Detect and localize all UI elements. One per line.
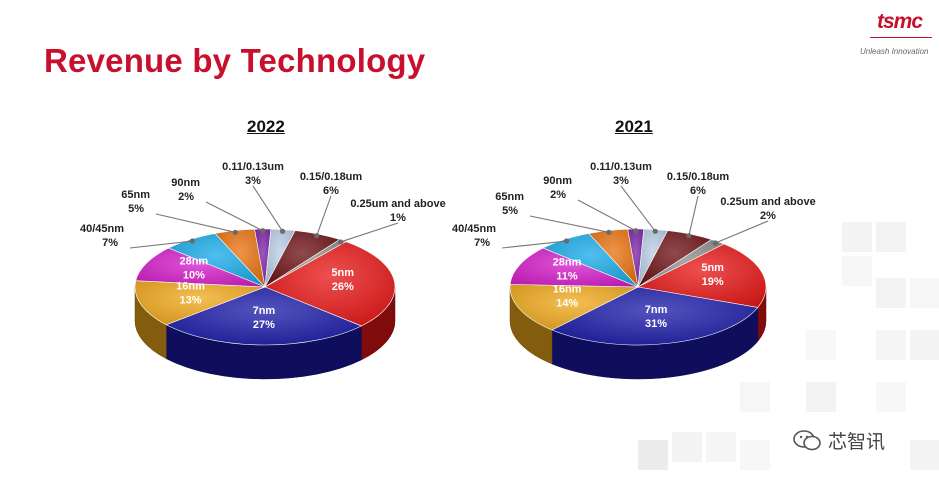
slice-value-0-25um-and-above: 2% <box>760 210 776 222</box>
slice-value-5nm: 26% <box>332 281 354 293</box>
slice-value-5nm: 19% <box>702 276 724 288</box>
slice-value-0-15-0-18um: 6% <box>690 185 706 197</box>
leader-line-65nm <box>155 213 236 233</box>
pie-slice-7nm <box>551 286 759 346</box>
slice-value-65nm: 5% <box>128 203 144 215</box>
slice-value-16nm: 14% <box>556 297 578 309</box>
slice-label-65nm: 65nm <box>495 191 524 203</box>
leader-dot-0-15-0-18um <box>686 233 692 239</box>
leader-line-0-11-0-13um <box>620 185 656 232</box>
leader-dot-0-11-0-13um <box>279 228 286 234</box>
slice-label-16nm: 16nm <box>176 280 205 292</box>
leader-dot-0-25um-and-above <box>337 239 344 245</box>
pie-side-walls <box>134 286 396 380</box>
slice-label-0-15-0-18um: 0.15/0.18um <box>667 171 730 183</box>
pie-slice-5nm <box>637 243 767 308</box>
logo-tagline: Unleash Innovation <box>860 47 929 56</box>
leader-line-0-11-0-13um <box>252 185 284 232</box>
pie-slice-28nm <box>135 247 266 288</box>
leader-line-0-25um-and-above <box>715 220 769 244</box>
leader-dot-40-45nm <box>189 238 195 244</box>
leader-dot-65nm <box>232 229 238 235</box>
slice-label-5nm: 5nm <box>331 267 354 279</box>
leader-dot-90nm <box>633 228 639 234</box>
chart-title-2022: 2022 <box>247 117 285 136</box>
chart-title-2021: 2021 <box>615 117 653 136</box>
leader-line-0-15-0-18um <box>316 195 332 236</box>
slice-label-0-25um-and-above: 0.25um and above <box>350 198 445 210</box>
leader-dot-0-25um-and-above <box>712 240 719 246</box>
slice-label-16nm: 16nm <box>553 283 582 295</box>
slice-label-7nm: 7nm <box>253 305 276 317</box>
leader-line-0-15-0-18um <box>688 195 699 236</box>
pie-chart-2021: 0.25um and above 2% 5nm 19% 7nm 31% 16nm 14% 28n… <box>452 161 816 380</box>
slice-value-90nm: 2% <box>178 191 194 203</box>
slice-label-40-45nm: 40/45nm <box>80 223 124 235</box>
wechat-icon <box>793 430 821 451</box>
slice-value-28nm: 10% <box>183 270 205 282</box>
leader-dot-0-11-0-13um <box>652 228 658 234</box>
leader-line-0-25um-and-above <box>340 222 399 243</box>
slice-label-0-11-0-13um: 0.11/0.13um <box>222 161 284 173</box>
pie-slice-28nm <box>509 247 639 288</box>
logo-text: tsmc <box>877 10 923 33</box>
slice-value-16nm: 13% <box>179 294 201 306</box>
leader-line-90nm <box>205 201 264 232</box>
slice-label-0-11-0-13um: 0.11/0.13um <box>590 161 652 173</box>
slice-label-28nm: 28nm <box>179 256 208 268</box>
slice-value-90nm: 2% <box>550 189 566 201</box>
slice-label-0-15-0-18um: 0.15/0.18um <box>300 171 363 183</box>
pie-chart-2022: 0.25um and above 1% 5nm 26% 7nm 27% 16nm 13% 28n… <box>80 161 446 380</box>
slice-label-0-25um-and-above: 0.25um and above <box>720 196 815 208</box>
pie-slice-5nm <box>264 241 396 327</box>
pie-side-walls <box>509 286 767 380</box>
slice-value-0-11-0-13um: 3% <box>245 175 261 187</box>
leader-line-65nm <box>529 215 609 233</box>
slice-label-5nm: 5nm <box>701 262 724 274</box>
leader-line-40-45nm <box>501 240 567 249</box>
leader-dot-0-15-0-18um <box>314 233 320 239</box>
slice-value-0-15-0-18um: 6% <box>323 185 339 197</box>
leader-dot-40-45nm <box>563 238 570 244</box>
leader-dot-65nm <box>606 229 612 235</box>
slice-value-7nm: 27% <box>253 319 275 331</box>
leader-line-90nm <box>577 199 637 232</box>
watermark: 芯智讯 <box>792 428 886 453</box>
slice-label-40-45nm: 40/45nm <box>452 223 496 235</box>
pie-slice-16nm <box>134 280 266 326</box>
slice-value-40-45nm: 7% <box>102 237 118 249</box>
pie-slice-7nm <box>165 286 363 346</box>
logo-underline <box>870 37 932 38</box>
slice-value-7nm: 31% <box>645 318 667 330</box>
slice-value-28nm: 11% <box>556 271 578 283</box>
slice-label-28nm: 28nm <box>553 257 582 269</box>
slice-value-0-25um-and-above: 1% <box>390 212 406 224</box>
page-title: Revenue by Technology <box>44 42 426 79</box>
watermark-text: 芯智讯 <box>828 430 886 453</box>
slice-value-65nm: 5% <box>502 205 518 217</box>
pie-slice-16nm <box>509 284 639 331</box>
slice-label-65nm: 65nm <box>121 189 150 201</box>
slice-label-90nm: 90nm <box>543 175 572 187</box>
leader-dot-90nm <box>260 228 266 234</box>
slice-value-40-45nm: 7% <box>474 237 490 249</box>
slice-value-0-11-0-13um: 3% <box>613 175 629 187</box>
slice-label-90nm: 90nm <box>171 177 200 189</box>
leader-line-40-45nm <box>129 240 193 249</box>
slice-label-7nm: 7nm <box>645 304 668 316</box>
